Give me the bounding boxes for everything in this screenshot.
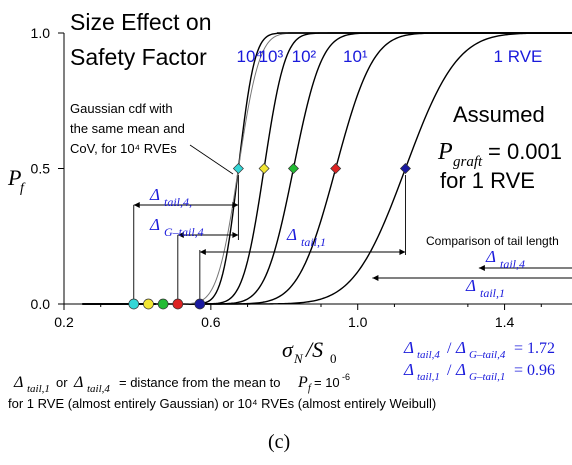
dim-gtail4-tail (177, 232, 184, 238)
svg-text:/: / (447, 340, 452, 357)
y-tick-label: 0.5 (31, 161, 51, 177)
curve-label: 10¹ (343, 47, 368, 66)
gaussian-note-line1: Gaussian cdf with (70, 101, 173, 116)
svg-text:tail,1: tail,1 (27, 383, 50, 395)
gaussian-note-line3: CoV, for 10⁴ RVEs (70, 141, 177, 156)
svg-text:tail,4: tail,4 (500, 257, 525, 271)
markers-group (128, 163, 411, 310)
svg-text:Δ: Δ (465, 276, 476, 295)
delta-tail4-label: Δ tail,4, (149, 185, 192, 209)
comparison-title: Comparison of tail length (426, 234, 559, 248)
comparison-tail1-label: Δ tail,1 (465, 276, 505, 300)
caption-line1: Δ tail,1 or Δ tail,4 = distance from the… (13, 372, 350, 395)
svg-text:σ: σ (282, 337, 294, 362)
svg-text:0: 0 (330, 351, 337, 366)
svg-text:/S: /S (304, 337, 323, 362)
svg-text:tail,4: tail,4 (417, 349, 440, 361)
svg-text:f: f (20, 181, 26, 196)
svg-text:G–tail,4: G–tail,4 (164, 225, 204, 239)
svg-text:G–tail,4: G–tail,4 (469, 349, 506, 361)
dim-tail1-tail (199, 249, 206, 255)
svg-text:tail,4: tail,4 (87, 383, 110, 395)
delta-tail1-label: Δ tail,1 (286, 225, 326, 249)
tail-marker (128, 298, 140, 310)
dim-tail1-head (399, 249, 406, 255)
svg-text:/: / (447, 362, 452, 379)
svg-text:-6: -6 (342, 372, 350, 382)
dim-tail4-tail (133, 202, 140, 208)
tail-marker (194, 298, 206, 310)
svg-text:Δ: Δ (403, 338, 414, 357)
cmp-tail1-tail (372, 275, 379, 281)
gaussian-note-line2: the same mean and (70, 121, 185, 136)
y-tick-label: 0.0 (31, 296, 51, 312)
tail-marker (157, 298, 169, 310)
svg-text:Δ: Δ (455, 338, 466, 357)
curve-label: 10² (292, 47, 317, 66)
svg-text:= 10: = 10 (314, 375, 340, 390)
dim-gtail4-head (232, 232, 239, 238)
curve-label: 10³ (259, 47, 284, 66)
svg-text:P: P (437, 139, 453, 165)
svg-text:Δ: Δ (13, 374, 23, 391)
curve-label: 1 RVE (494, 47, 543, 66)
svg-text:N: N (293, 351, 304, 366)
svg-text:P: P (7, 165, 21, 190)
svg-text:graft: graft (453, 154, 483, 170)
svg-text:Δ: Δ (149, 215, 160, 234)
svg-text:P: P (297, 374, 308, 391)
y-tick-label: 1.0 (31, 25, 51, 41)
x-tick-label: 0.6 (201, 314, 221, 330)
mean-marker (232, 163, 244, 174)
svg-text:or: or (56, 375, 68, 390)
svg-text:Δ: Δ (403, 360, 414, 379)
subfigure-label: (c) (268, 431, 290, 453)
dimension-lines (133, 175, 572, 304)
svg-text:Δ: Δ (149, 185, 160, 204)
curve-label: 10⁴ (237, 47, 263, 66)
svg-text:tail,4,: tail,4, (164, 195, 192, 209)
svg-text:Δ: Δ (286, 225, 297, 244)
comparison-tail4-label: Δ tail,4 (485, 247, 525, 271)
caption-line2: for 1 RVE (almost entirely Gaussian) or … (8, 396, 436, 411)
delta-gtail4-label: Δ G–tail,4 (149, 215, 204, 239)
ratio-tail1: Δ tail,1 / Δ G–tail,1 = 0.96 (403, 360, 555, 383)
chart-title-line2: Safety Factor (70, 44, 207, 70)
svg-text:= 0.96: = 0.96 (514, 362, 555, 379)
x-axis-label: σ N /S 0 (282, 337, 337, 366)
x-tick-label: 1.0 (348, 314, 368, 330)
svg-text:= 1.72: = 1.72 (514, 340, 555, 357)
ratio-tail4: Δ tail,4 / Δ G–tail,4 = 1.72 (403, 338, 555, 361)
chart-title-line1: Size Effect on (70, 9, 212, 35)
mean-marker (399, 163, 411, 174)
svg-text:Δ: Δ (485, 247, 496, 266)
dim-tail4-head (232, 202, 239, 208)
mean-marker (287, 163, 299, 174)
svg-text:Δ: Δ (73, 374, 83, 391)
cmp-tail4-tail (478, 265, 485, 271)
assumed-line3: for 1 RVE (440, 168, 535, 193)
assumed-pgraft: P graft = 0.001 (437, 139, 562, 170)
assumed-pgraft-value: = 0.001 (488, 139, 562, 164)
mean-marker (258, 163, 270, 174)
x-tick-label: 0.2 (54, 314, 74, 330)
gaussian-note-pointer (189, 144, 234, 175)
y-axis-label: P f (7, 165, 26, 196)
svg-text:G–tail,1: G–tail,1 (469, 371, 505, 383)
mean-marker (330, 163, 342, 174)
x-tick-label: 1.4 (495, 314, 515, 330)
svg-text:f: f (308, 383, 312, 394)
svg-text:= distance from the mean to: = distance from the mean to (119, 375, 281, 390)
svg-text:tail,1: tail,1 (301, 235, 326, 249)
svg-text:tail,1: tail,1 (417, 371, 440, 383)
assumed-line1: Assumed (453, 102, 545, 127)
tail-marker (172, 298, 184, 310)
tail-marker (143, 298, 154, 310)
svg-text:tail,1: tail,1 (480, 286, 505, 300)
svg-text:Δ: Δ (455, 360, 466, 379)
